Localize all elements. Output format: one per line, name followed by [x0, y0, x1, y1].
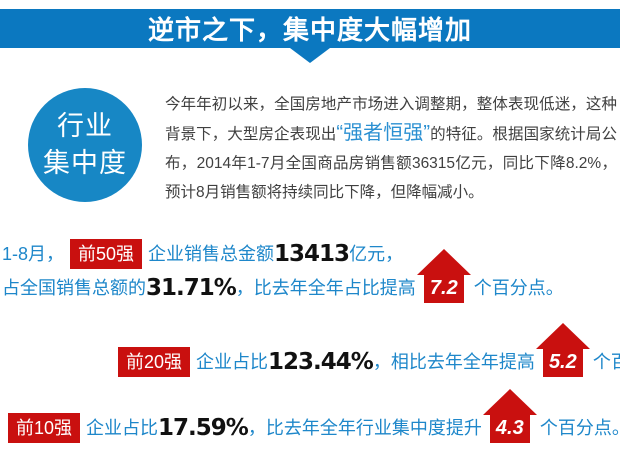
stat-top20-text1: 企业占比 — [196, 352, 269, 373]
badge-line2: 集中度 — [43, 148, 127, 178]
up-arrow-head — [416, 249, 471, 276]
stat-top50-suffix: 个百分点。 — [473, 278, 564, 299]
header-bar: 逆市之下，集中度大幅增加 — [0, 9, 620, 48]
stat-top50-amount: 13413 — [274, 241, 350, 268]
up-arrow-head — [482, 389, 537, 416]
stat-top10-text1: 企业占比 — [86, 418, 159, 439]
arrow-value-top10: 4.3 — [489, 413, 530, 444]
stat-top10-share: 17.59% — [158, 415, 249, 442]
stat-top50-line2: 占全国销售总额的31.71%，比去年全年占比提高 7.2 个百分点。 — [2, 249, 564, 304]
stat-top20-share: 123.44% — [268, 349, 374, 376]
intro-highlight: “强者恒强” — [336, 122, 431, 144]
stat-top20-suffix: 个百分点。 — [592, 352, 620, 373]
stat-top50-text2: 亿元， — [349, 244, 404, 265]
intro-paragraph: 今年年初以来，全国房地产市场进入调整期，整体表现低迷，这种背景下，大型房企表现出… — [165, 90, 617, 207]
stat-top20-text2: ，相比去年全年提高 — [372, 352, 535, 373]
page-title: 逆市之下，集中度大幅增加 — [147, 15, 472, 45]
rank-tag-top50: 前50强 — [70, 239, 143, 270]
stat-top50-text1: 企业销售总金额 — [148, 244, 275, 265]
rank-tag-top20: 前20强 — [118, 347, 191, 378]
stat-top50-line2-text1: 占全国销售总额的 — [2, 278, 146, 299]
stat-top50-prefix: 1-8月， — [2, 244, 65, 265]
topic-badge: 行业 集中度 — [28, 88, 142, 202]
stat-top50-share: 31.71% — [146, 275, 237, 302]
arrow-value-top20: 5.2 — [542, 347, 583, 378]
stat-top10-suffix: 个百分点。 — [539, 418, 620, 439]
stat-top50-line1: 1-8月， 前50强 企业销售总金额13413亿元， — [2, 238, 404, 270]
arrow-value-top50: 7.2 — [423, 273, 464, 304]
stat-top50-line2-text2: ，比去年全年占比提高 — [235, 278, 416, 299]
rank-tag-top10: 前10强 — [8, 413, 81, 444]
up-arrow-icon-top50: 7.2 — [416, 249, 471, 304]
stat-top10-text2: ，比去年全年行业集中度提升 — [247, 418, 482, 439]
up-arrow-icon-top10: 4.3 — [482, 389, 537, 444]
intro-part1: 今年年初以来，全国房地产市场进入调整期，整体表现低迷，这种背景下，大型房企表现出 — [165, 96, 617, 143]
intro-part2: 的特征。根据国家统计局公布，2014年1-7月全国商品房销售额36315亿元，同… — [165, 126, 617, 201]
badge-line1: 行业 — [57, 111, 113, 141]
header-notch-triangle-icon — [290, 48, 330, 63]
up-arrow-icon-top20: 5.2 — [535, 323, 590, 378]
up-arrow-head — [535, 323, 590, 350]
